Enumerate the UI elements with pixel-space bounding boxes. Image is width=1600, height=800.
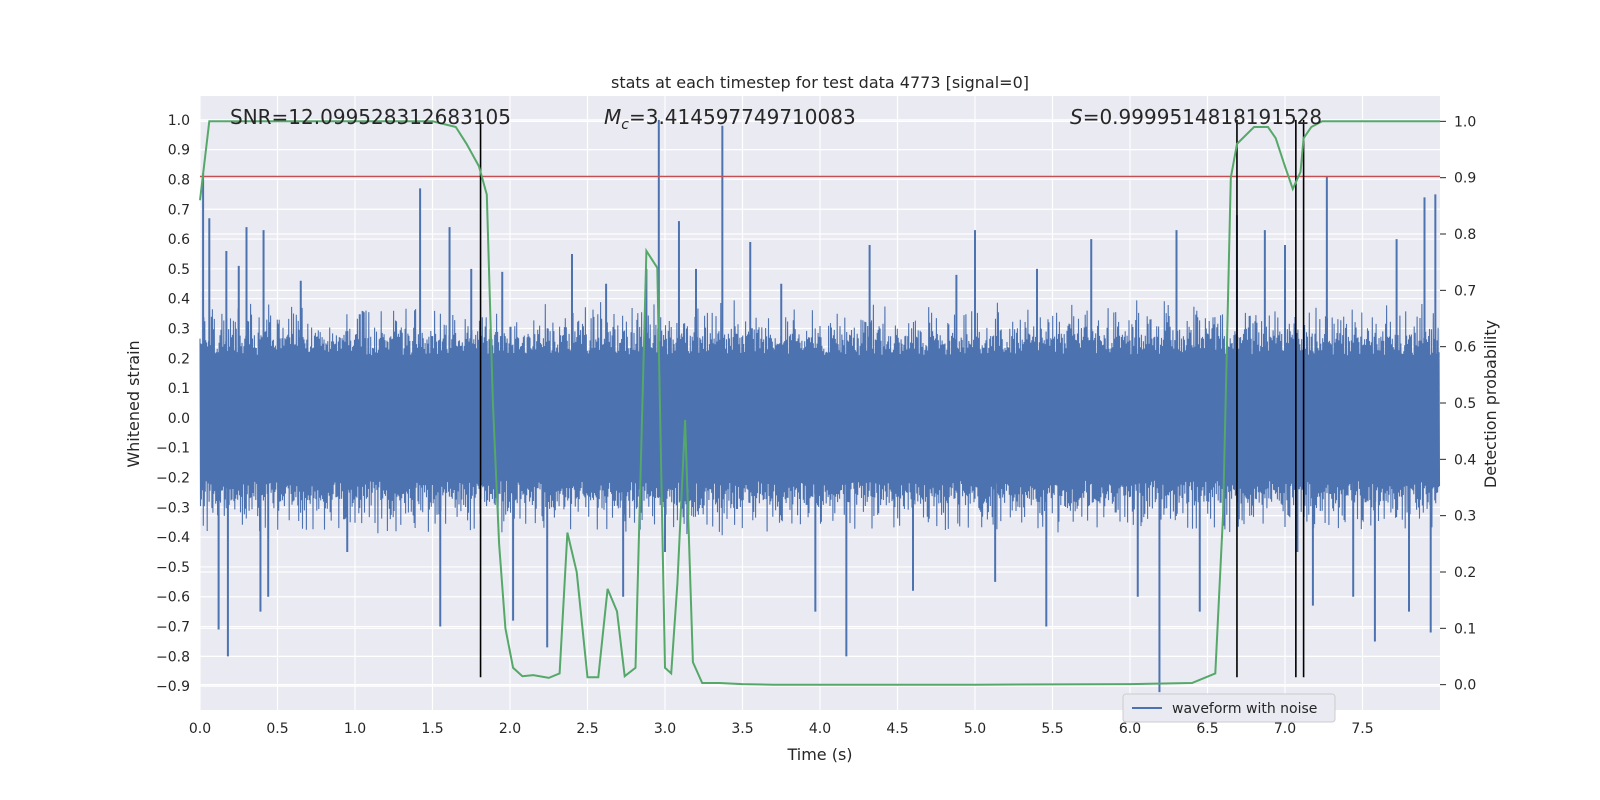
x-tick-label: 5.5 (1041, 721, 1063, 737)
x-tick-label: 3.5 (731, 721, 753, 737)
y-axis-label: Whitened strain (124, 340, 143, 467)
x-tick-label: 4.5 (886, 721, 908, 737)
probability-series (199, 120, 1440, 686)
y2-tick-label: 0.3 (1454, 509, 1476, 525)
y-tick-label: 0.7 (168, 202, 190, 218)
legend-box (1122, 693, 1336, 723)
legend-label: waveform with noise (1172, 701, 1317, 717)
legend: waveform with noise (1122, 693, 1336, 723)
x-tick-label: 0.5 (266, 721, 288, 737)
y-tick-label: −0.7 (156, 620, 190, 636)
y-tick-label: 0.3 (168, 321, 190, 337)
y2-tick-label: 0.7 (1454, 283, 1476, 299)
x-tick-label: 2.5 (576, 721, 598, 737)
y2-tick-labels: 0.0 0.1 0.2 0.3 0.4 0.5 0.6 0.7 0.8 0.9 1.0 (1440, 114, 1476, 694)
waveform-line (199, 300, 1441, 536)
mc-symbol: M (604, 105, 621, 129)
y-tick-label: 0.5 (168, 262, 190, 278)
score-annotation: S=0.9999514818191528 (1070, 105, 1322, 129)
y-tick-label: 0.6 (168, 232, 190, 248)
y-tick-label: 0.1 (168, 381, 190, 397)
y-tick-label: −0.9 (156, 679, 190, 695)
y2-tick-label: 1.0 (1454, 114, 1476, 130)
y-tick-label: −0.1 (156, 441, 190, 457)
y2-axis-label: Detection probability (1481, 320, 1500, 488)
y-tick-label: −0.8 (156, 649, 190, 665)
mc-subscript: c (621, 117, 629, 133)
y2-tick-label: 0.8 (1454, 227, 1476, 243)
y2-tick-label: 0.5 (1454, 396, 1476, 412)
mc-value: =3.414597749710083 (629, 105, 856, 129)
x-tick-label: 3.0 (654, 721, 676, 737)
y-tick-label: −0.6 (156, 590, 190, 606)
x-tick-label: 7.5 (1351, 721, 1373, 737)
y-tick-label: −0.3 (156, 500, 190, 516)
x-tick-label: 7.0 (1274, 721, 1296, 737)
y-tick-label: 0.4 (168, 292, 190, 308)
x-tick-label: 1.5 (421, 721, 443, 737)
y2-tick-label: 0.2 (1454, 565, 1476, 581)
y2-tick-label: 0.9 (1454, 171, 1476, 187)
chirp-mass-annotation: Mc=3.414597749710083 (604, 105, 856, 133)
y-tick-label: −0.4 (156, 530, 190, 546)
x-tick-label: 4.0 (809, 721, 831, 737)
probability-line (199, 120, 1440, 686)
waveform-series (199, 119, 1441, 693)
x-tick-labels: 0.0 0.5 1.0 1.5 2.0 2.5 3.0 3.5 4.0 4.5 5.0 5.5 6.0 6… (189, 721, 1374, 737)
chart-title: stats at each timestep for test data 477… (611, 73, 1029, 92)
y-tick-label: 0.8 (168, 172, 190, 188)
x-tick-label: 6.0 (1119, 721, 1141, 737)
y2-tick-label: 0.0 (1454, 678, 1476, 694)
x-tick-label: 6.5 (1196, 721, 1218, 737)
s-symbol: S (1070, 105, 1083, 129)
y-tick-label: 1.0 (168, 113, 190, 129)
x-tick-label: 5.0 (964, 721, 986, 737)
snr-annotation: SNR=12.099528312683105 (230, 105, 511, 129)
y2-tick-label: 0.4 (1454, 452, 1476, 468)
x-tick-label: 2.0 (499, 721, 521, 737)
y2-tick-label: 0.6 (1454, 340, 1476, 356)
y2-tick-label: 0.1 (1454, 621, 1476, 637)
y-tick-label: 0.9 (168, 143, 190, 159)
vertical-markers (479, 119, 1305, 678)
y-tick-label: −0.2 (156, 471, 190, 487)
x-tick-label: 0.0 (189, 721, 211, 737)
y-tick-label: −0.5 (156, 560, 190, 576)
s-value: =0.9999514818191528 (1083, 105, 1322, 129)
y-tick-label: 0.0 (168, 411, 190, 427)
x-axis-label: Time (s) (786, 745, 852, 764)
y-tick-labels: −0.9 −0.8 −0.7 −0.6 −0.5 −0.4 −0.3 −0.2 −0.1 0.0 0… (156, 113, 190, 695)
y-tick-label: 0.2 (168, 351, 190, 367)
x-tick-label: 1.0 (344, 721, 366, 737)
